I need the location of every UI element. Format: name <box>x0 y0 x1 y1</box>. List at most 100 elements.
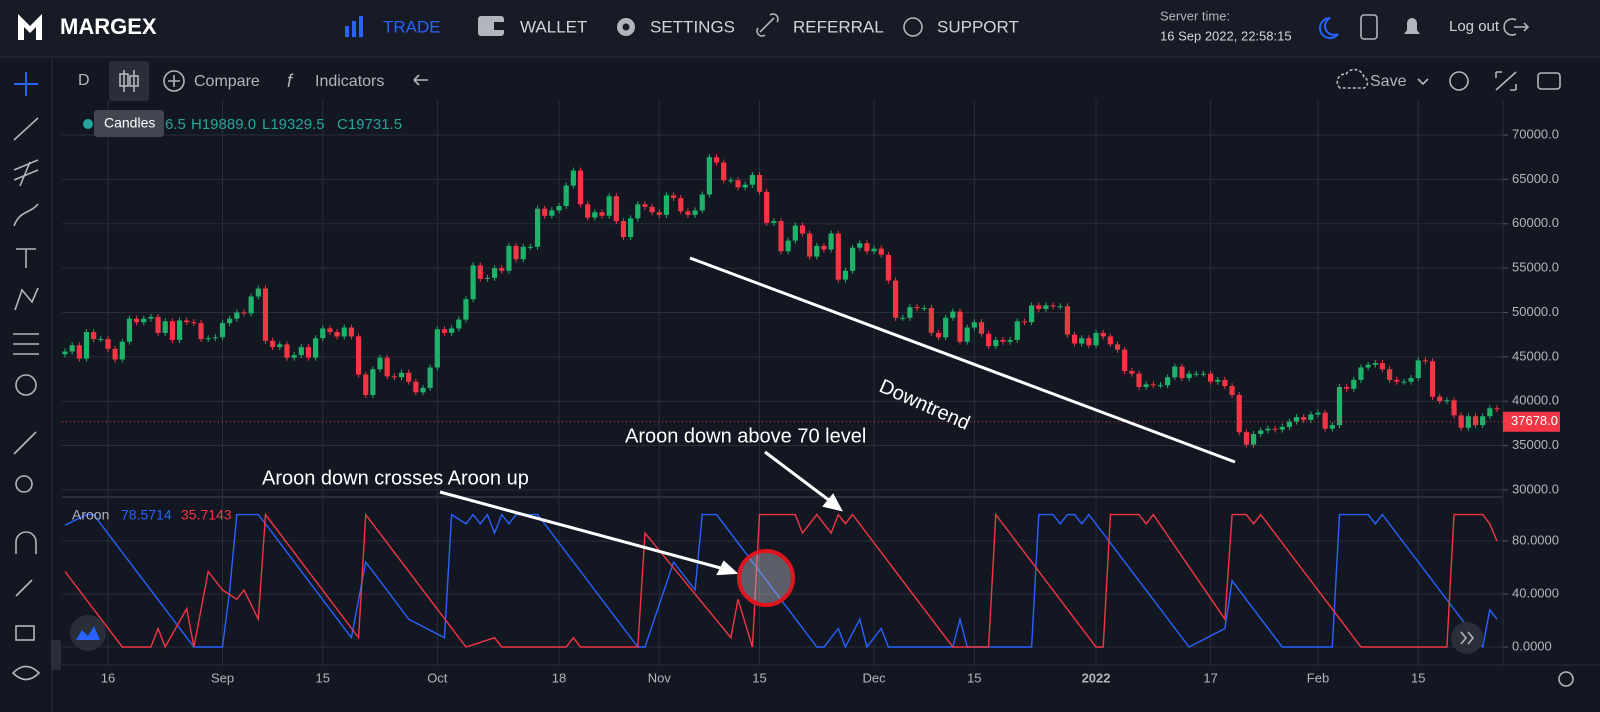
x-tick-label: 18 <box>552 670 566 685</box>
x-tick-label: 15 <box>1411 670 1425 685</box>
x-tick-label: 15 <box>752 670 766 685</box>
arrowhead <box>716 560 739 576</box>
y-tick-label: 50000.0 <box>1512 304 1559 319</box>
highlight-circle <box>737 549 795 607</box>
compare-icon[interactable] <box>163 70 185 92</box>
x-tick-label: 17 <box>1203 670 1217 685</box>
y-tick-label: 80.0000 <box>1512 532 1559 547</box>
tooltip-text: Candles <box>104 115 155 131</box>
visibility-tool[interactable] <box>11 665 41 681</box>
notifications[interactable] <box>1404 18 1420 34</box>
interval[interactable]: D <box>78 72 90 89</box>
lock-tool[interactable] <box>15 625 35 641</box>
icon <box>494 22 504 30</box>
aroon-line <box>64 512 1498 649</box>
zoom-tool[interactable] <box>15 475 33 493</box>
annotation: Aroon down crosses Aroon up <box>262 467 529 489</box>
icon <box>903 17 923 37</box>
x-tick-label: 15 <box>316 670 330 685</box>
y-tick-label: 0.0000 <box>1512 638 1552 653</box>
x-tick-label: 2022 <box>1082 670 1111 685</box>
y-tick-label: 70000.0 <box>1512 126 1559 141</box>
theme-toggle[interactable] <box>1319 17 1339 39</box>
icon <box>352 21 356 37</box>
ruler-tool[interactable] <box>13 431 37 455</box>
server-time: 16 Sep 2022, 22:58:15 <box>1160 28 1292 43</box>
candles-icon <box>119 73 129 87</box>
y-tick-label: 35000.0 <box>1512 437 1559 452</box>
nav-settings[interactable]: SETTINGS <box>617 17 735 36</box>
annotation: Aroon down above 70 level <box>625 425 866 447</box>
logout-icon[interactable] <box>1503 18 1530 36</box>
pattern-tool[interactable] <box>14 287 39 311</box>
undo[interactable] <box>413 74 428 86</box>
logo-button[interactable] <box>70 615 106 651</box>
nav-item[interactable]: TRADE <box>383 17 441 36</box>
screenshot[interactable] <box>1537 72 1561 90</box>
logo-button-icon <box>76 626 100 640</box>
nav-referral[interactable]: REFERRAL <box>756 13 884 37</box>
x-tick-label: Dec <box>863 670 887 685</box>
settings[interactable] <box>1449 71 1469 91</box>
magnet-tool[interactable] <box>15 531 37 554</box>
fullscreen[interactable] <box>1495 71 1517 91</box>
ohlc-high: H19889.0 <box>191 116 256 133</box>
indicator-title: Aroon <box>72 507 109 523</box>
nav-support[interactable]: SUPPORT <box>903 17 1019 37</box>
download-app[interactable] <box>1360 14 1378 40</box>
arrow <box>764 450 835 506</box>
aroon-line <box>64 513 1498 649</box>
trend-line <box>689 256 1236 464</box>
save-menu[interactable] <box>1417 78 1429 86</box>
compare-icon <box>168 75 180 87</box>
last-price-tag <box>1503 411 1560 432</box>
x-tick-label: 15 <box>967 670 981 685</box>
header-bar <box>0 0 1600 57</box>
x-tick-label: 16 <box>101 670 115 685</box>
chart-layer: 16 Sep 15 Oct 18 Nov 15 Dec 15 2022 17 Feb 15 30000.0… <box>62 100 1559 685</box>
nav-item[interactable]: SUPPORT <box>937 17 1019 36</box>
x-tick-label: Nov <box>648 670 672 685</box>
server-time-label: Server time: <box>1160 8 1230 23</box>
logo[interactable]: MARGEX <box>60 14 157 39</box>
crosshair-tool[interactable] <box>14 72 38 96</box>
save[interactable]: Save <box>1370 73 1407 90</box>
lock-drawing[interactable] <box>15 579 33 597</box>
collapse-toolbar[interactable] <box>51 640 61 670</box>
nav-item[interactable]: REFERRAL <box>793 17 884 36</box>
ohlc-close: C19731.5 <box>337 116 402 133</box>
icon <box>359 16 363 37</box>
last-price-label: 37678.0 <box>1511 413 1558 428</box>
y-tick-label: 60000.0 <box>1512 215 1559 230</box>
prediction-tool[interactable] <box>13 333 39 355</box>
text-tool[interactable] <box>16 248 36 268</box>
compare[interactable]: Compare <box>194 73 260 90</box>
nav-item[interactable]: WALLET <box>520 17 587 36</box>
axis-settings[interactable] <box>1558 671 1574 687</box>
scroll-icon <box>1460 631 1475 645</box>
nav-trade[interactable]: TRADE <box>345 16 441 37</box>
icon <box>478 16 504 36</box>
nav-item[interactable]: SETTINGS <box>650 17 735 36</box>
y-tick-label: 45000.0 <box>1512 348 1559 363</box>
aroon-up-value: 78.5714 <box>121 507 172 523</box>
arrowhead <box>822 493 843 512</box>
brush-tool[interactable] <box>13 203 39 227</box>
x-tick-label: Feb <box>1307 670 1329 685</box>
indicators-icon: f <box>287 71 294 91</box>
legend-dot <box>83 119 93 129</box>
aroon-down-value: 35.7143 <box>181 507 232 523</box>
logout[interactable]: Log out <box>1449 18 1500 35</box>
nav-wallet[interactable]: WALLET <box>478 16 587 36</box>
fib-tool[interactable] <box>13 159 39 187</box>
y-tick-label: 40.0000 <box>1512 585 1559 600</box>
emoji-tool[interactable] <box>15 374 37 396</box>
indicators[interactable]: Indicators <box>315 73 384 90</box>
candles-icon <box>129 75 139 87</box>
icon <box>345 26 349 37</box>
x-tick-label: Sep <box>211 670 234 685</box>
chart-type-button[interactable] <box>109 61 149 101</box>
trendline-tool[interactable] <box>13 117 39 141</box>
y-tick-label: 65000.0 <box>1512 171 1559 186</box>
